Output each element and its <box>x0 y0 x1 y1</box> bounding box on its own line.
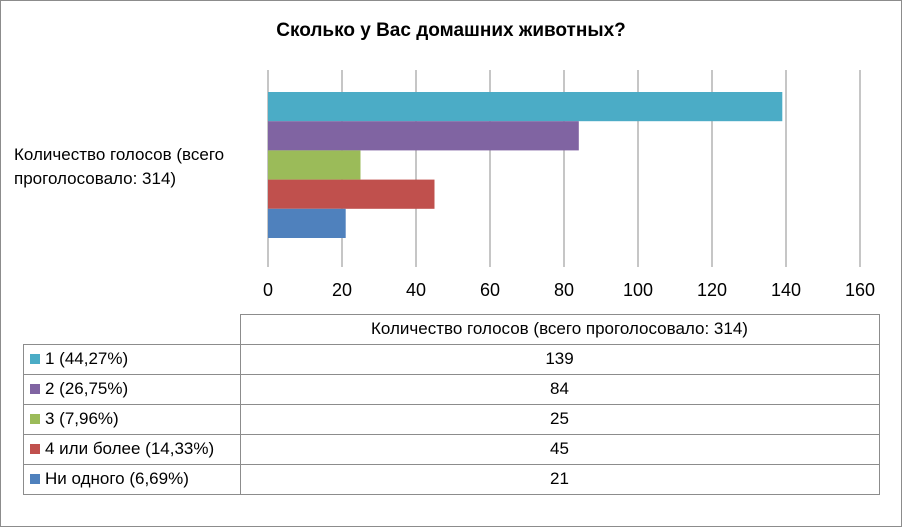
data-table-value: 25 <box>239 403 880 435</box>
legend-entry: Ни одного (6,69%) <box>23 463 241 495</box>
data-table-row: Ни одного (6,69%) 21 <box>23 463 880 495</box>
x-tick-label: 140 <box>771 280 801 300</box>
legend-label: 1 (44,27%) <box>45 349 129 368</box>
x-tick-label: 80 <box>554 280 574 300</box>
data-table-row: 2 (26,75%) 84 <box>23 373 880 405</box>
legend-entry: 2 (26,75%) <box>23 373 241 405</box>
legend-entry: 1 (44,27%) <box>23 343 241 375</box>
data-table-row: 4 или более (14,33%) 45 <box>23 433 880 465</box>
data-table: Количество голосов (всего проголосовало:… <box>23 314 880 495</box>
legend-swatch <box>30 413 40 424</box>
data-table-value: 139 <box>239 343 880 375</box>
legend-swatch <box>30 473 40 484</box>
x-tick-label: 120 <box>697 280 727 300</box>
legend-swatch <box>30 353 40 364</box>
x-tick-label: 0 <box>263 280 273 300</box>
data-table-row: 1 (44,27%) 139 <box>23 343 880 375</box>
x-tick-label: 160 <box>845 280 875 300</box>
bar <box>268 208 346 238</box>
legend-entry: 3 (7,96%) <box>23 403 241 435</box>
data-table-header-row: Количество голосов (всего проголосовало:… <box>23 314 880 345</box>
chart-title: Сколько у Вас домашних животных? <box>276 20 626 41</box>
legend-label: 2 (26,75%) <box>45 379 129 398</box>
legend-label: 4 или более (14,33%) <box>45 439 215 458</box>
bar <box>268 121 579 151</box>
legend-swatch <box>30 383 40 394</box>
data-table-value: 84 <box>239 373 880 405</box>
x-tick-label: 60 <box>480 280 500 300</box>
legend-label: Ни одного (6,69%) <box>45 469 189 488</box>
data-table-row: 3 (7,96%) 25 <box>23 403 880 435</box>
bar <box>268 150 361 180</box>
data-table-value: 45 <box>239 433 880 465</box>
data-table-header: Количество голосов (всего проголосовало:… <box>239 314 880 345</box>
x-tick-label: 20 <box>332 280 352 300</box>
legend-entry: 4 или более (14,33%) <box>23 433 241 465</box>
data-table-value: 21 <box>239 463 880 495</box>
legend-swatch <box>30 443 40 454</box>
x-tick-label: 100 <box>623 280 653 300</box>
data-table-corner <box>23 314 241 345</box>
bar <box>268 92 783 122</box>
category-axis-label: Количество голосов (всего проголосовало:… <box>14 145 225 188</box>
legend-label: 3 (7,96%) <box>45 409 119 428</box>
x-tick-label: 40 <box>406 280 426 300</box>
bar <box>268 179 435 209</box>
